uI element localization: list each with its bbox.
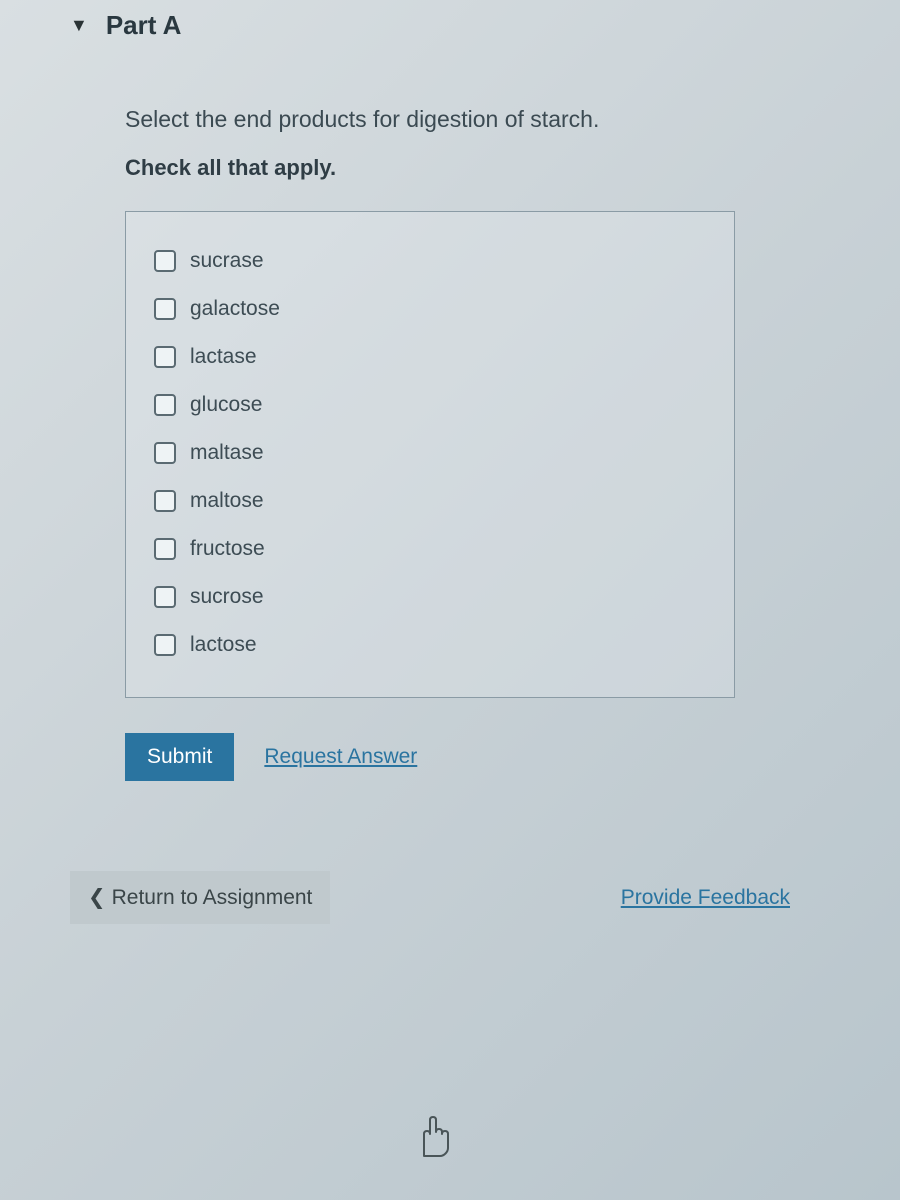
action-buttons-row: Submit Request Answer xyxy=(125,733,860,781)
option-label: sucrose xyxy=(190,585,264,609)
question-instruction: Check all that apply. xyxy=(125,155,860,181)
checkbox-sucrose[interactable] xyxy=(154,586,176,608)
option-row: sucrose xyxy=(154,573,709,621)
checkbox-lactose[interactable] xyxy=(154,634,176,656)
return-to-assignment-button[interactable]: ❮ Return to Assignment xyxy=(70,871,330,924)
option-row: lactase xyxy=(154,333,709,381)
option-label: glucose xyxy=(190,393,262,417)
option-row: maltose xyxy=(154,477,709,525)
part-header: ▼ Part A xyxy=(70,10,860,41)
checkbox-fructose[interactable] xyxy=(154,538,176,560)
chevron-left-icon: ❮ xyxy=(88,885,106,910)
checkbox-glucose[interactable] xyxy=(154,394,176,416)
collapse-triangle-icon[interactable]: ▼ xyxy=(70,15,88,36)
option-row: galactose xyxy=(154,285,709,333)
option-row: sucrase xyxy=(154,237,709,285)
option-row: glucose xyxy=(154,381,709,429)
option-row: lactose xyxy=(154,621,709,669)
cursor-hand-icon xyxy=(410,1112,454,1160)
checkbox-sucrase[interactable] xyxy=(154,250,176,272)
option-label: lactose xyxy=(190,633,257,657)
option-label: maltose xyxy=(190,489,264,513)
options-container: sucrase galactose lactase glucose maltas… xyxy=(125,211,735,698)
return-label: Return to Assignment xyxy=(112,886,313,910)
question-prompt: Select the end products for digestion of… xyxy=(125,106,860,133)
option-label: galactose xyxy=(190,297,280,321)
option-row: maltase xyxy=(154,429,709,477)
part-title: Part A xyxy=(106,10,182,41)
provide-feedback-link[interactable]: Provide Feedback xyxy=(621,886,790,910)
checkbox-maltase[interactable] xyxy=(154,442,176,464)
checkbox-lactase[interactable] xyxy=(154,346,176,368)
option-label: maltase xyxy=(190,441,264,465)
option-label: sucrase xyxy=(190,249,264,273)
checkbox-galactose[interactable] xyxy=(154,298,176,320)
option-row: fructose xyxy=(154,525,709,573)
option-label: fructose xyxy=(190,537,265,561)
submit-button[interactable]: Submit xyxy=(125,733,234,781)
checkbox-maltose[interactable] xyxy=(154,490,176,512)
option-label: lactase xyxy=(190,345,257,369)
footer-row: ❮ Return to Assignment Provide Feedback xyxy=(70,871,790,924)
request-answer-link[interactable]: Request Answer xyxy=(264,745,417,769)
